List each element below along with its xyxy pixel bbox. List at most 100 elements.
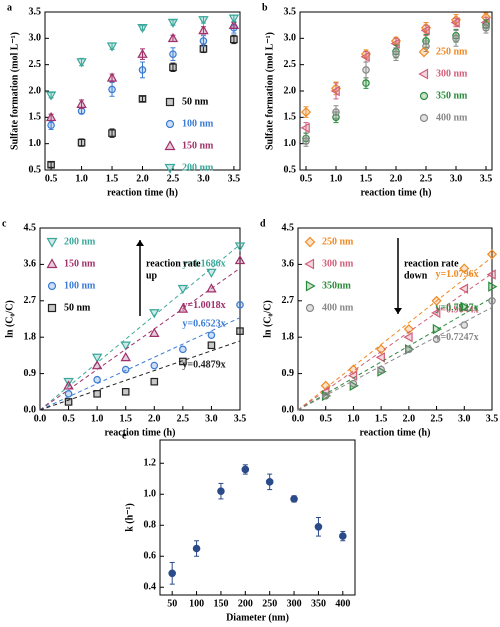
marker (228, 19, 240, 29)
marker (234, 254, 246, 265)
marker (137, 48, 148, 58)
marker (45, 91, 57, 101)
marker (169, 50, 177, 58)
legend-label: 200 nm (64, 236, 96, 247)
y-tick-label: 0.9 (24, 368, 37, 379)
marker (488, 296, 496, 305)
panel-label: a (7, 2, 12, 13)
marker (332, 108, 340, 116)
marker (64, 390, 73, 398)
marker (47, 121, 55, 130)
y-tick-label: 4.5 (282, 222, 295, 233)
x-tick-label: 3.0 (458, 413, 471, 424)
fit-label: y=0.7247x (435, 332, 478, 343)
x-tick-label: 2.0 (403, 413, 416, 424)
marker (149, 327, 160, 337)
arrow-head (136, 240, 144, 246)
marker (177, 284, 189, 295)
marker (486, 269, 496, 280)
marker (488, 281, 498, 292)
marker (375, 352, 385, 363)
y-tick-label: 1.2 (144, 458, 157, 469)
y-tick-label: 0.8 (144, 520, 157, 531)
y-tick-label: 4.5 (24, 222, 37, 233)
marker (91, 360, 103, 370)
y-tick-label: 3.5 (284, 6, 297, 17)
x-axis-title: reaction time (h) (105, 427, 176, 438)
marker (339, 532, 347, 540)
fit-line (297, 256, 493, 411)
x-tick-label: 2.5 (430, 413, 443, 424)
x-tick-label: 1.0 (91, 413, 104, 424)
legend-marker (46, 237, 58, 248)
x-tick-label: 1.5 (119, 413, 132, 424)
legend-marker (418, 46, 430, 58)
marker (452, 34, 460, 43)
x-tick-label: 300 (287, 598, 302, 609)
marker (120, 341, 131, 351)
marker (431, 295, 442, 306)
x-tick-label: 2.5 (420, 173, 433, 184)
marker (330, 85, 340, 97)
legend-marker (164, 163, 176, 174)
legend-label: 50 nm (64, 302, 91, 313)
marker (192, 544, 201, 553)
x-tick-label: 3.5 (480, 173, 493, 184)
x-tick-label: 3.5 (486, 413, 499, 424)
y-axis-title: Sulfate formation (mol L⁻¹) (264, 32, 275, 150)
x-tick-label: 3.0 (197, 173, 210, 184)
x-tick-label: 200 (238, 598, 253, 609)
marker (460, 301, 470, 313)
fit-label: y=1.0018x (182, 300, 225, 311)
marker (167, 18, 179, 28)
arrow-head (394, 308, 402, 314)
y-tick-label: 2.7 (282, 295, 295, 306)
fit-label: y=0.9644x (435, 304, 478, 315)
annotation: down (404, 270, 428, 281)
marker (265, 478, 274, 486)
legend-marker (304, 236, 316, 248)
y-tick-label: 2.0 (29, 85, 42, 96)
marker (93, 375, 101, 384)
marker (167, 32, 179, 43)
fit-label: y=1.1686x (182, 259, 225, 270)
legend-marker (47, 303, 57, 313)
legend-marker (165, 119, 175, 129)
marker (206, 268, 217, 278)
y-axis-title: k (h⁻¹) (124, 503, 135, 532)
legend-label: 400 nm (436, 112, 468, 123)
marker (198, 16, 209, 26)
marker (91, 353, 103, 363)
fit-label: y=1.0796x (435, 269, 478, 280)
marker (76, 58, 87, 68)
marker (121, 365, 130, 374)
marker (120, 352, 131, 362)
marker (486, 249, 498, 260)
marker (482, 23, 490, 32)
marker (290, 495, 298, 503)
legend-marker (419, 91, 429, 101)
x-tick-label: 100 (189, 598, 204, 609)
legend-marker (418, 68, 429, 80)
legend-marker (304, 258, 315, 270)
marker (321, 392, 330, 400)
y-axis-title: ln (C₀/C) (4, 300, 15, 338)
x-tick-label: 150 (213, 598, 228, 609)
marker (432, 323, 442, 335)
x-tick-label: 1.0 (347, 413, 360, 424)
fit-label: y=0.4879x (182, 360, 225, 371)
marker (64, 398, 73, 406)
y-tick-label: 1.8 (24, 331, 37, 342)
y-tick-label: 0.6 (144, 551, 157, 562)
x-tick-label: 0.5 (62, 413, 75, 424)
marker (207, 331, 216, 339)
legend-label: 350 nm (436, 90, 468, 101)
legend-marker (47, 281, 57, 291)
y-tick-label: 1.5 (284, 112, 297, 123)
x-tick-label: 1.5 (360, 173, 373, 184)
legend-label: 350nm (322, 280, 352, 291)
marker (63, 380, 74, 390)
marker (138, 66, 147, 74)
x-tick-label: 2.0 (148, 413, 161, 424)
y-axis-title: Sulfate formation (mol L⁻¹) (9, 32, 20, 150)
